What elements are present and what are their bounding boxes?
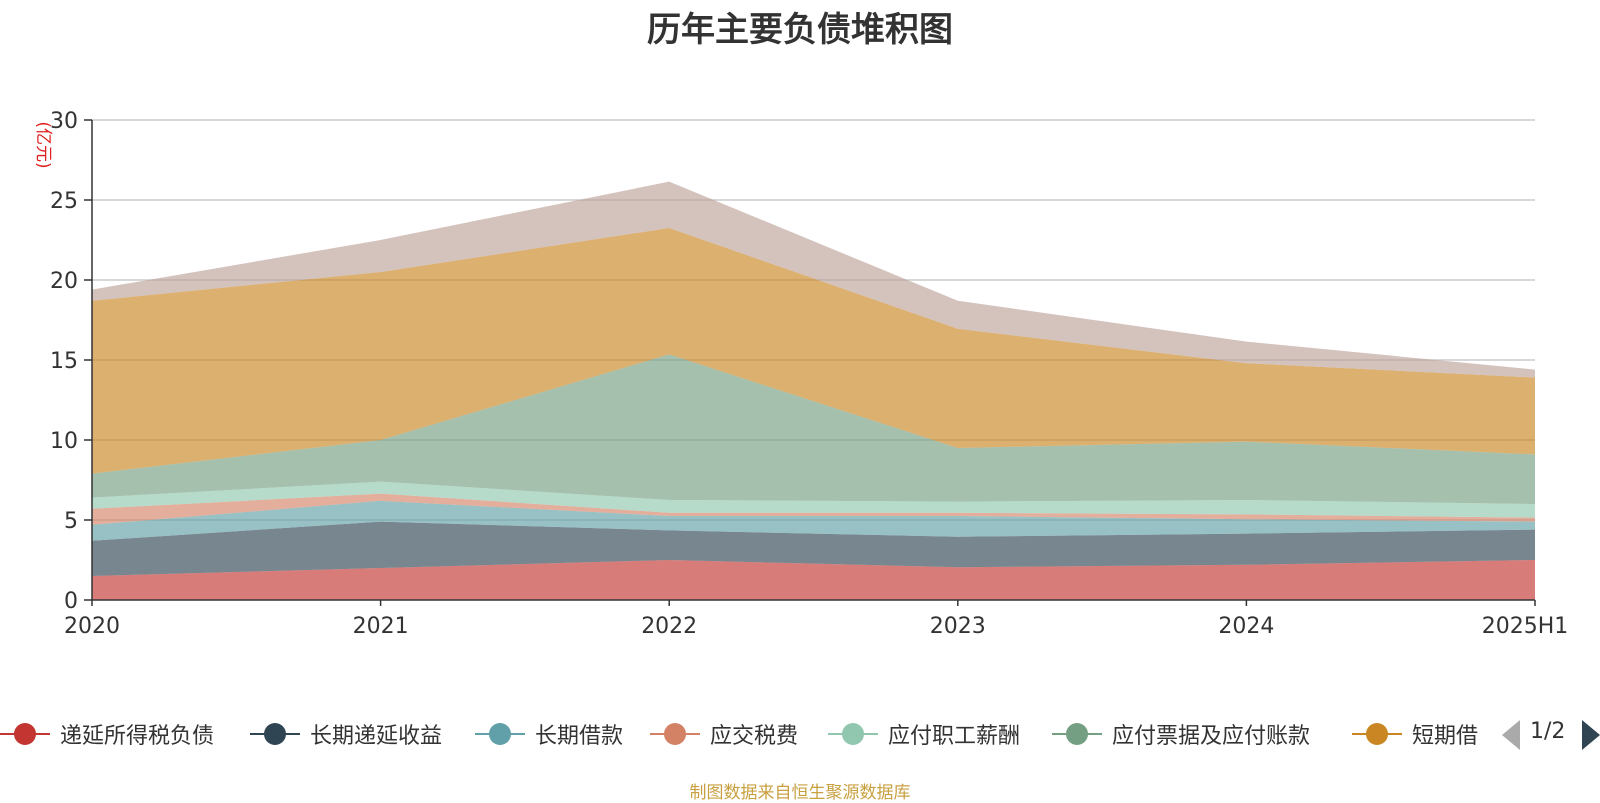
area-layer xyxy=(92,181,1535,600)
area-series-6 xyxy=(92,228,1535,474)
legend-label: 应交税费 xyxy=(710,724,799,749)
area-series-3 xyxy=(92,493,1535,525)
legend-marker-icon xyxy=(650,716,700,752)
legend-label: 递延所得税负债 xyxy=(60,724,215,749)
axis-layer: 0 5 10 15 20 25 30 2020 2021 2022 2023 2024 2025H1 (亿… xyxy=(33,109,1568,639)
legend-prev-page-button[interactable] xyxy=(1502,720,1520,750)
legend-item[interactable]: 递延所得税负债 xyxy=(0,716,214,752)
x-tick-label: 2021 xyxy=(353,614,409,639)
chart-title: 历年主要负债堆积图 xyxy=(647,10,953,50)
source-note: 制图数据来自恒生聚源数据库 xyxy=(689,783,911,803)
legend: 递延所得税负债 长期递延收益 长期借款 应交税费 应付职工薪酬 应付票据及应付账款 短期借 xyxy=(0,716,1600,752)
legend-label: 应付职工薪酬 xyxy=(888,724,1021,749)
y-tick-label: 30 xyxy=(50,109,78,134)
x-tick-label: 2022 xyxy=(641,614,697,639)
x-tick-label: 2023 xyxy=(930,614,986,639)
legend-marker-icon xyxy=(475,716,525,752)
legend-item[interactable]: 长期借款 xyxy=(475,716,623,752)
x-tick-label: 2020 xyxy=(64,614,120,639)
area-series-2 xyxy=(92,500,1535,541)
y-tick-label: 25 xyxy=(50,189,78,214)
legend-next-page-button[interactable] xyxy=(1582,720,1600,750)
legend-item[interactable]: 短期借 xyxy=(1352,716,1478,752)
legend-label: 长期借款 xyxy=(535,724,624,749)
area-series-0 xyxy=(92,560,1535,600)
y-axis-unit-label: (亿元) xyxy=(33,121,53,168)
y-tick-label: 20 xyxy=(50,269,78,294)
area-series-4 xyxy=(92,481,1535,518)
legend-marker-icon xyxy=(0,716,50,752)
legend-label: 短期借 xyxy=(1412,724,1479,749)
legend-page-indicator: 1/2 xyxy=(1530,719,1566,744)
legend-label: 应付票据及应付账款 xyxy=(1112,724,1311,749)
x-tick-label: 2024 xyxy=(1218,614,1274,639)
y-tick-label: 5 xyxy=(64,509,78,534)
x-tick-label: 2025H1 xyxy=(1482,614,1569,639)
legend-marker-icon xyxy=(250,716,300,752)
legend-label: 长期递延收益 xyxy=(310,724,443,749)
legend-marker-icon xyxy=(828,716,878,752)
y-tick-label: 0 xyxy=(64,589,78,614)
legend-item[interactable]: 应付职工薪酬 xyxy=(828,716,1020,752)
legend-item[interactable]: 长期递延收益 xyxy=(250,716,442,752)
y-tick-label: 15 xyxy=(50,349,78,374)
legend-marker-icon xyxy=(1352,716,1402,752)
area-series-5 xyxy=(92,354,1535,504)
legend-marker-icon xyxy=(1052,716,1102,752)
legend-item[interactable]: 应交税费 xyxy=(650,716,798,752)
legend-item[interactable]: 应付票据及应付账款 xyxy=(1052,716,1310,752)
area-series-1 xyxy=(92,521,1535,576)
y-tick-label: 10 xyxy=(50,429,78,454)
area-series-7 xyxy=(92,181,1535,378)
